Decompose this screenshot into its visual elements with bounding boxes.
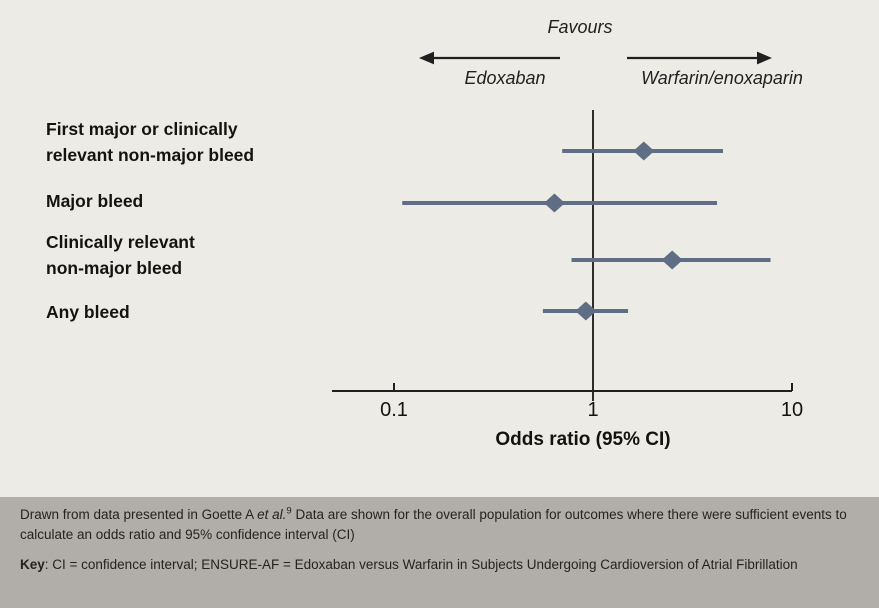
- favours-edoxaban-label: Edoxaban: [464, 68, 546, 88]
- favours-warfarin-arrowhead: [757, 51, 772, 65]
- or-diamond: [543, 193, 565, 213]
- outcome-label: Major bleed: [46, 188, 143, 214]
- key-note-text: : CI = confidence interval; ENSURE-AF = …: [44, 557, 798, 572]
- or-diamond: [575, 301, 597, 321]
- outcome-label-line: Any bleed: [46, 302, 130, 322]
- favours-warfarin-label: Warfarin/enoxaparin: [641, 68, 803, 88]
- source-note-text: Drawn from data presented in Goette A: [20, 507, 258, 522]
- forest-plot-canvas: [332, 51, 793, 401]
- or-diamond: [661, 250, 683, 270]
- source-note-etal: et al.: [257, 507, 287, 522]
- caption-panel: Drawn from data presented in Goette A et…: [0, 497, 879, 608]
- source-note-reference: 9: [286, 505, 292, 517]
- key-note-label: Key: [20, 557, 45, 572]
- x-tick-label: 1: [587, 399, 599, 421]
- outcome-label-line: First major or clinically: [46, 119, 238, 139]
- key-note: Key: CI = confidence interval; ENSURE-AF…: [20, 555, 859, 575]
- x-axis-title: Odds ratio (95% CI): [495, 429, 671, 450]
- outcome-label-line: relevant non-major bleed: [46, 145, 255, 165]
- outcome-label: Any bleed: [46, 299, 130, 325]
- outcome-label-line: non-major bleed: [46, 258, 183, 278]
- x-tick-label: 0.1: [380, 399, 408, 421]
- x-tick-label: 10: [780, 399, 804, 421]
- outcome-label-line: Clinically relevant: [46, 232, 195, 252]
- forest-plot: Favours Edoxaban Warfarin/enoxaparin 0.1…: [46, 17, 804, 450]
- favours-edoxaban-arrowhead: [419, 51, 434, 65]
- source-note: Drawn from data presented in Goette A et…: [20, 505, 859, 545]
- outcome-label-line: Major bleed: [46, 191, 144, 211]
- outcome-label: Clinically relevant non-major bleed: [46, 229, 195, 281]
- favours-label: Favours: [547, 17, 613, 37]
- outcome-label: First major or clinically relevant non-ma…: [46, 116, 254, 168]
- or-diamond: [633, 141, 655, 161]
- source-note-suffix: Data are shown for the overall populatio…: [20, 507, 847, 542]
